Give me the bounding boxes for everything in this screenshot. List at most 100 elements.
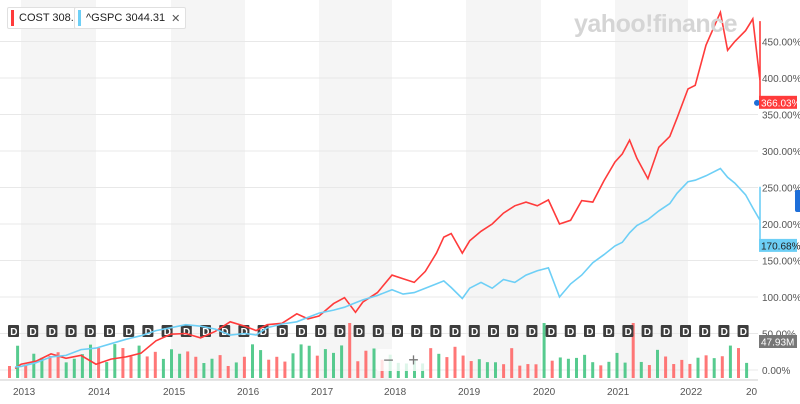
dividend-marker: D: [737, 325, 749, 338]
svg-text:D: D: [29, 327, 36, 338]
svg-text:47.93M: 47.93M: [761, 338, 794, 349]
svg-text:D: D: [586, 327, 593, 338]
svg-text:D: D: [260, 327, 267, 338]
volume-bar: [607, 361, 611, 378]
volume-bar: [40, 357, 44, 378]
dividend-marker: D: [392, 325, 403, 338]
volume-bar: [680, 359, 684, 378]
year-band: [21, 0, 96, 380]
volume-bar: [494, 362, 497, 378]
volume-bar: [48, 356, 52, 378]
volume-bar: [704, 355, 708, 378]
dividend-marker: D: [641, 325, 653, 338]
volume-bar: [656, 349, 659, 378]
svg-text:D: D: [241, 327, 248, 338]
svg-text:D: D: [644, 327, 651, 338]
dividend-marker: D: [276, 325, 288, 338]
close-icon[interactable]: ✕: [171, 12, 181, 25]
x-tick-label: 2013: [13, 387, 36, 398]
legend-gspc-symbol: ^GSPC: [86, 12, 123, 24]
legend-gspc-swatch: [78, 10, 81, 26]
dividend-marker: D: [468, 325, 480, 338]
volume-bar: [737, 348, 740, 378]
dividend-marker: D: [718, 325, 730, 338]
y-tick-label: 400.00%: [762, 74, 800, 85]
volume-bar: [364, 350, 368, 378]
volume-bar: [129, 356, 133, 378]
x-tick-label: 2019: [458, 387, 481, 398]
volume-bar: [664, 356, 668, 378]
y-tick-label: 100.00%: [762, 293, 800, 304]
svg-text:D: D: [701, 327, 708, 338]
dividend-marker: D: [584, 325, 595, 338]
volume-bar: [469, 361, 473, 378]
plus-icon[interactable]: +: [408, 350, 419, 370]
volume-bar: [113, 344, 117, 378]
volume-bar: [591, 362, 595, 378]
minus-icon[interactable]: −: [383, 350, 394, 370]
dividend-marker: D: [411, 325, 423, 338]
dividend-marker: D: [564, 325, 576, 338]
y-tick-label: 300.00%: [762, 147, 800, 158]
zoom-controls: − +: [376, 349, 426, 371]
volume-bar: [372, 348, 376, 378]
svg-text:D: D: [490, 327, 497, 338]
volume-bar: [234, 362, 238, 378]
svg-text:D: D: [375, 327, 382, 338]
volume-bar: [599, 365, 603, 378]
volume-bar: [251, 344, 254, 378]
x-tick-label: 2015: [163, 387, 186, 398]
volume-bar: [145, 356, 149, 378]
legend-cost-symbol: COST: [19, 12, 50, 24]
svg-text:D: D: [202, 327, 209, 338]
legend-gspc[interactable]: ^GSPC 3044.31 ✕: [74, 7, 187, 29]
volume-bar: [631, 323, 635, 378]
dividend-marker: D: [622, 325, 634, 338]
svg-text:D: D: [49, 327, 56, 338]
dividend-marker: D: [180, 325, 192, 338]
dividend-marker: D: [603, 325, 615, 338]
volume-bar: [16, 345, 20, 378]
year-band: [615, 0, 688, 380]
volume-bar: [137, 345, 141, 378]
dividend-marker: D: [372, 325, 384, 338]
svg-text:D: D: [413, 327, 420, 338]
volume-bar: [510, 348, 514, 378]
volume-bar: [518, 365, 522, 378]
volume-bar: [64, 362, 68, 378]
svg-text:D: D: [740, 327, 747, 338]
dividend-marker: D: [545, 325, 557, 338]
volume-bar: [728, 345, 732, 378]
volume-bar: [558, 357, 562, 378]
series-line-gspc: [15, 167, 761, 368]
dividend-marker: D: [104, 325, 115, 338]
dividend-marker: D: [488, 325, 499, 338]
volume-bar: [210, 358, 214, 378]
svg-text:366.03%: 366.03%: [761, 98, 800, 109]
y-tick-label: 200.00%: [762, 220, 800, 231]
dividend-marker: D: [8, 325, 19, 338]
volume-bar: [542, 323, 546, 378]
volume-bar: [550, 360, 554, 378]
x-tick-label: 2021: [607, 387, 630, 398]
volume-bar: [267, 359, 271, 378]
x-tick-label: 2020: [533, 387, 556, 398]
volume-bar: [56, 352, 60, 378]
x-tick-label: 2018: [384, 387, 407, 398]
volume-bar: [170, 349, 173, 378]
svg-text:D: D: [68, 327, 75, 338]
volume-bar: [566, 358, 570, 378]
dividend-marker: D: [353, 325, 365, 338]
volume-bar: [477, 359, 481, 378]
dividend-marker: D: [46, 325, 58, 338]
volume-bar: [453, 346, 457, 378]
volume-bar: [623, 362, 627, 378]
y-tick-label: 250.00%: [762, 184, 800, 195]
y-tick-label: 450.00%: [762, 38, 800, 49]
svg-text:D: D: [663, 327, 670, 338]
y-tick-label: 0.00%: [762, 366, 790, 377]
x-tick-label: 20: [746, 387, 758, 398]
side-panel-tab[interactable]: [795, 190, 800, 212]
